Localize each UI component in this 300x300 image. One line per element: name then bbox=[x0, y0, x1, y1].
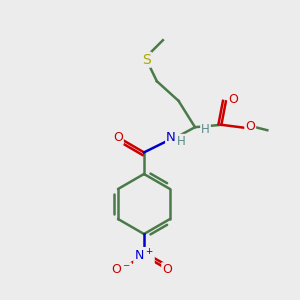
Text: H: H bbox=[176, 135, 185, 148]
Text: N$^+$: N$^+$ bbox=[134, 248, 154, 263]
Text: O: O bbox=[245, 120, 255, 133]
Text: O: O bbox=[229, 93, 238, 106]
Text: H: H bbox=[201, 123, 210, 136]
Text: S: S bbox=[142, 53, 151, 67]
Text: N: N bbox=[166, 131, 176, 144]
Text: O: O bbox=[113, 131, 123, 144]
Text: O$^-$: O$^-$ bbox=[111, 263, 131, 276]
Text: O: O bbox=[162, 263, 172, 276]
